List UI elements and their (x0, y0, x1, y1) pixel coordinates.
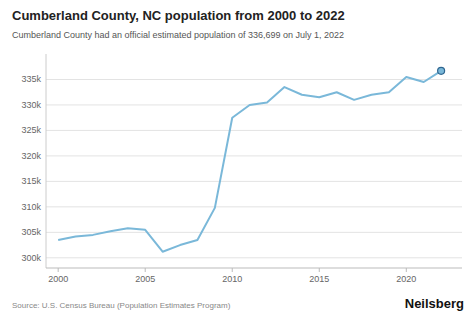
x-tick (319, 268, 320, 272)
x-tick-label: 2020 (396, 274, 416, 284)
title: Cumberland County, NC population from 20… (12, 8, 345, 23)
x-tick-label: 2000 (48, 274, 68, 284)
y-tick-label: 325k (21, 125, 41, 135)
x-tick (232, 268, 233, 272)
line (58, 71, 441, 252)
y-tick-label: 310k (21, 202, 41, 212)
y-tick-label: 300k (21, 253, 41, 263)
x-tick-label: 2005 (135, 274, 155, 284)
y-axis-line (46, 54, 47, 268)
y-tick-label: 315k (21, 176, 41, 186)
grid-line (46, 206, 462, 207)
chart: Cumberland County, NC population from 20… (0, 0, 474, 316)
y-tick-label: 320k (21, 151, 41, 161)
grid-line (46, 79, 462, 80)
grid-line (46, 181, 462, 182)
data-area (58, 67, 444, 251)
grid-line (46, 257, 462, 258)
x-tick-label: 2010 (222, 274, 242, 284)
subtitle: Cumberland County had an official estima… (12, 30, 344, 40)
x-axis-line (46, 268, 462, 269)
y-tick-label: 330k (21, 100, 41, 110)
x-tick (406, 268, 407, 272)
x-tick-label: 2015 (309, 274, 329, 284)
y-tick-label: 305k (21, 227, 41, 237)
x-tick (58, 268, 59, 272)
last-point (438, 67, 445, 74)
y-tick-label: 335k (21, 74, 41, 84)
x-tick (145, 268, 146, 272)
source: Source: U.S. Census Bureau (Population E… (12, 301, 231, 310)
grid-line (46, 130, 462, 131)
brand: Neilsberg (405, 296, 464, 311)
grid-line (46, 155, 462, 156)
